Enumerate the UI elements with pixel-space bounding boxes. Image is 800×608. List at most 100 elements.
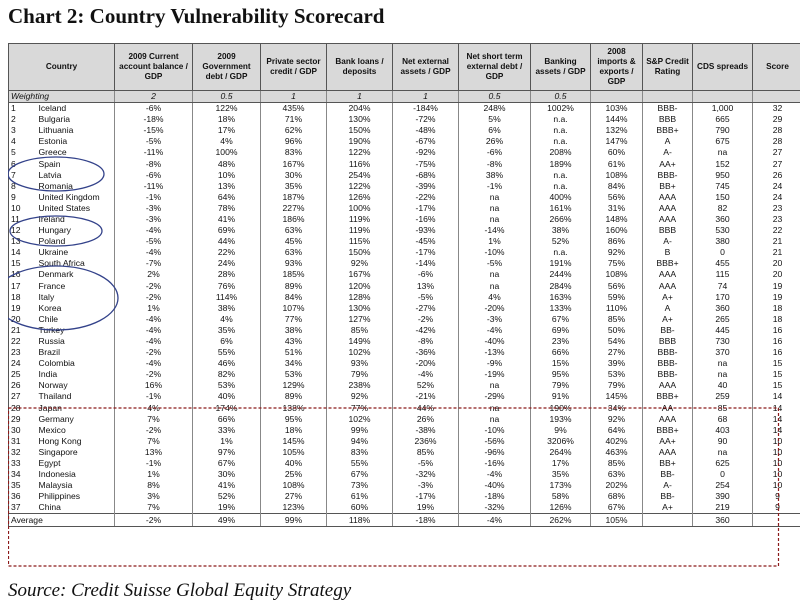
- cds-spread-cell: 259: [692, 391, 753, 403]
- country-cell: Italy: [38, 291, 55, 302]
- government-debt-cell: 78%: [192, 202, 261, 214]
- trade-cell: 202%: [590, 480, 643, 492]
- banking-assets-cell: 266%: [530, 213, 591, 226]
- net-external-assets-cell: -32%: [392, 469, 459, 481]
- score-cell: 9: [752, 491, 800, 503]
- short-term-debt-cell: 5%: [458, 114, 531, 126]
- trade-cell: 108%: [590, 269, 643, 281]
- table-row: 8 Romania -11% 13% 35% 122% -39% -1% n.a. 84% BB+ 7…: [8, 180, 800, 192]
- short-term-debt-cell: -4%: [458, 324, 531, 336]
- net-external-assets-cell: -17%: [392, 247, 459, 259]
- government-debt-cell: 4%: [192, 313, 261, 325]
- loans-deposits-cell: 150%: [326, 125, 393, 137]
- score-cell: 9: [752, 502, 800, 514]
- trade-cell: 64%: [590, 424, 643, 436]
- government-debt-cell: 55%: [192, 347, 261, 359]
- cds-spread-cell: 445: [692, 324, 753, 336]
- score-cell: 28: [752, 136, 800, 148]
- country-cell: Russia: [38, 336, 65, 347]
- country-cell: Chile: [38, 313, 59, 324]
- loans-deposits-cell: 102%: [326, 347, 393, 359]
- table-row: 36 Philippines 3% 52% 27% 61% -17% -18% 58% 68% BB…: [8, 491, 800, 503]
- government-debt-cell: 1%: [192, 435, 261, 447]
- net-external-assets-cell: -184%: [392, 102, 459, 115]
- private-credit-cell: 107%: [260, 302, 327, 314]
- loans-deposits-cell: 128%: [326, 291, 393, 303]
- score-cell: 10: [752, 446, 800, 458]
- trade-cell: 50%: [590, 324, 643, 336]
- table-row: 12 Hungary -4% 69% 63% 119% -93% -14% 38% 160% BBB…: [8, 225, 800, 237]
- table-row: 25 India -2% 82% 53% 79% -4% -19% 95% 53% BBB-na 15: [8, 369, 800, 381]
- trade-cell: 144%: [590, 114, 643, 126]
- banking-assets-cell: 189%: [530, 158, 591, 170]
- banking-assets-cell: 264%: [530, 446, 591, 458]
- current-account-cell: -3%: [114, 213, 193, 226]
- country-cell: Korea: [38, 302, 62, 313]
- current-account-cell: 1%: [114, 302, 193, 314]
- sp-rating-cell: AAA: [642, 446, 693, 458]
- current-account-cell: 7%: [114, 502, 193, 514]
- current-account-cell: -2%: [114, 291, 193, 303]
- short-term-debt-cell: na: [458, 380, 531, 392]
- rank-cell: 29: [8, 413, 37, 425]
- score-cell: 14: [752, 424, 800, 436]
- trade-cell: 85%: [590, 313, 643, 325]
- government-debt-cell: 35%: [192, 324, 261, 336]
- sp-rating-cell: A+: [642, 291, 693, 303]
- current-account-cell: -1%: [114, 391, 193, 403]
- trade-cell: 60%: [590, 147, 643, 159]
- sp-rating-cell: AA+: [642, 158, 693, 170]
- rank-cell: 1: [8, 102, 37, 115]
- sp-rating-cell: AAA: [642, 269, 693, 281]
- current-account-cell: 2%: [114, 269, 193, 281]
- weighting-cell: 1: [260, 90, 327, 103]
- private-credit-cell: 123%: [260, 502, 327, 514]
- banking-assets-cell: 190%: [530, 402, 591, 414]
- country-cell: Bulgaria: [38, 114, 71, 125]
- sp-rating-cell: BB-: [642, 469, 693, 481]
- score-cell: 27: [752, 147, 800, 159]
- private-credit-cell: 93%: [260, 258, 327, 270]
- net-external-assets-cell: -45%: [392, 236, 459, 248]
- average-net-external-assets-cell: -18%: [392, 513, 459, 527]
- average-cds-spread-cell: 360: [692, 513, 753, 527]
- net-external-assets-cell: -92%: [392, 147, 459, 159]
- trade-cell: 68%: [590, 491, 643, 503]
- country-cell: South Africa: [38, 258, 85, 269]
- loans-deposits-cell: 100%: [326, 202, 393, 214]
- table-row: 29 Germany 7% 66% 95% 102% 26% na 193% 92% AAA 68 14: [8, 413, 800, 425]
- loans-deposits-cell: 92%: [326, 258, 393, 270]
- trade-cell: 61%: [590, 158, 643, 170]
- net-external-assets-cell: -5%: [392, 458, 459, 470]
- government-debt-cell: 76%: [192, 280, 261, 292]
- score-cell: 24: [752, 191, 800, 203]
- banking-assets-cell: 23%: [530, 335, 591, 348]
- government-debt-cell: 82%: [192, 369, 261, 381]
- loans-deposits-cell: 167%: [326, 269, 393, 281]
- current-account-cell: 7%: [114, 435, 193, 447]
- header-cds-spreads: CDS spreads: [692, 43, 753, 91]
- table-row: 7 Latvia -6% 10% 30% 254% -68% 38% n.a. 108% BBB- 9…: [8, 169, 800, 181]
- government-debt-cell: 97%: [192, 446, 261, 458]
- country-cell: Turkey: [38, 324, 65, 335]
- country-cell: Philippines: [38, 491, 81, 502]
- rank-cell: 17: [8, 280, 37, 292]
- short-term-debt-cell: -18%: [458, 491, 531, 503]
- cds-spread-cell: 360: [692, 213, 753, 226]
- current-account-cell: -4%: [114, 247, 193, 259]
- weighting-label: Weighting: [7, 90, 115, 103]
- net-external-assets-cell: 52%: [392, 380, 459, 392]
- rank-cell: 16: [8, 269, 37, 281]
- cds-spread-cell: 790: [692, 125, 753, 137]
- short-term-debt-cell: na: [458, 413, 531, 425]
- private-credit-cell: 187%: [260, 191, 327, 203]
- table-row: 32 Singapore 13% 97% 105% 83% 85% -96% 264% 463% A…: [8, 446, 800, 458]
- header-government-debt: 2009 Government debt / GDP: [192, 43, 261, 91]
- loans-deposits-cell: 190%: [326, 136, 393, 148]
- government-debt-cell: 38%: [192, 302, 261, 314]
- cds-spread-cell: 152: [692, 158, 753, 170]
- banking-assets-cell: n.a.: [530, 125, 591, 137]
- rank-cell: 6: [8, 158, 37, 170]
- net-external-assets-cell: 44%: [392, 402, 459, 414]
- sp-rating-cell: BBB-: [642, 347, 693, 359]
